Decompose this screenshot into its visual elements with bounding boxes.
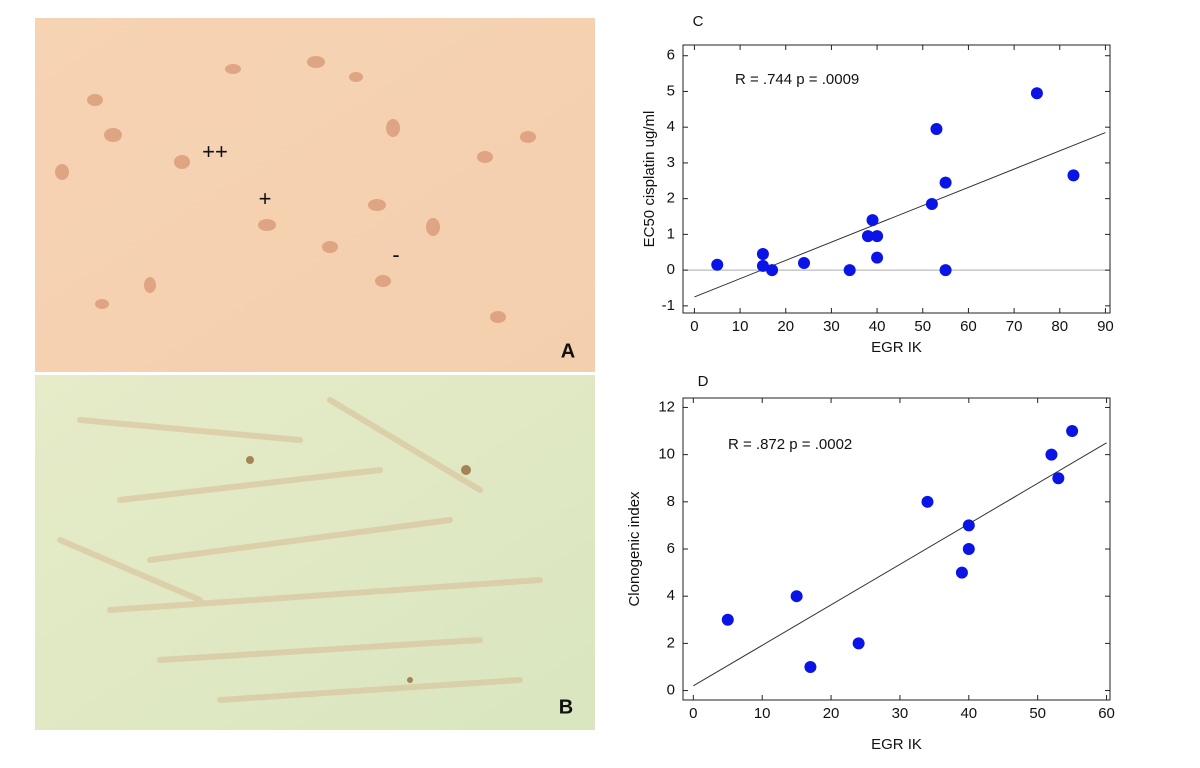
point: [711, 258, 724, 271]
x-tick-label: 20: [777, 318, 794, 335]
y-tick-label: 2: [667, 634, 675, 651]
x-tick-label: 30: [892, 705, 909, 722]
point: [921, 495, 934, 508]
x-tick-label: 10: [754, 705, 771, 722]
y-tick-label: 1: [667, 225, 675, 242]
point: [1045, 448, 1058, 461]
x-tick-label: 50: [914, 318, 931, 335]
y-axis-label: EC50 cisplatin ug/ml: [641, 111, 658, 248]
x-tick-label: 40: [869, 318, 886, 335]
point: [790, 590, 803, 603]
x-axis-label: EGR IK: [871, 736, 922, 753]
y-tick-label: 12: [658, 398, 675, 415]
panel-label: B: [559, 696, 573, 718]
point: [1066, 425, 1079, 438]
trend-line: [693, 442, 1107, 687]
y-tick-label: 8: [667, 493, 675, 510]
point: [962, 519, 975, 532]
y-tick-label: 0: [667, 261, 675, 278]
point: [798, 256, 811, 269]
point: [861, 230, 874, 243]
x-tick-label: 0: [690, 318, 698, 335]
point: [939, 176, 952, 189]
point: [1030, 87, 1043, 100]
panel-label: A: [561, 340, 575, 362]
point: [866, 214, 879, 227]
cell-annotation: -: [392, 242, 399, 267]
point: [721, 613, 734, 626]
point: [766, 264, 779, 277]
cell-annotation: +: [259, 186, 272, 211]
y-tick-label: 2: [667, 190, 675, 207]
annotation: R = .744 p = .0009: [735, 71, 859, 88]
x-tick-label: 60: [1098, 705, 1115, 722]
point: [962, 543, 975, 555]
point: [1052, 472, 1065, 485]
point: [925, 198, 938, 211]
point: [955, 566, 968, 579]
y-tick-label: 10: [658, 446, 675, 463]
y-axis-label: Clonogenic index: [626, 491, 643, 607]
y-tick-label: 5: [667, 82, 675, 99]
x-tick-label: 70: [1006, 318, 1023, 335]
x-tick-label: 50: [1029, 705, 1046, 722]
x-tick-label: 0: [689, 705, 697, 722]
x-tick-label: 80: [1051, 318, 1068, 335]
x-tick-label: 30: [823, 318, 840, 335]
y-tick-label: 6: [667, 540, 675, 557]
x-tick-label: 40: [960, 705, 977, 722]
x-tick-label: 10: [732, 318, 749, 335]
point: [939, 264, 952, 277]
plot-frame: [682, 44, 1111, 314]
cell-annotation: ++: [202, 139, 228, 164]
x-tick-label: 90: [1097, 318, 1114, 335]
y-tick-label: 0: [667, 682, 675, 699]
point: [756, 259, 769, 272]
y-tick-label: 3: [667, 154, 675, 171]
annotation: R = .872 p = .0002: [728, 436, 852, 453]
x-tick-label: 60: [960, 318, 977, 335]
panel-label: D: [698, 373, 709, 390]
micrograph-b: [35, 375, 595, 730]
point: [930, 122, 943, 135]
y-tick-label: -1: [662, 297, 675, 314]
y-tick-label: 4: [667, 587, 675, 604]
trend-line: [694, 132, 1106, 298]
y-tick-label: 4: [667, 118, 675, 135]
point: [756, 248, 769, 261]
point: [843, 264, 856, 277]
micrograph-a: [35, 18, 595, 372]
point: [852, 637, 865, 650]
point: [871, 230, 884, 243]
panel-label: C: [693, 13, 704, 30]
point: [804, 660, 817, 673]
y-tick-label: 6: [667, 47, 675, 64]
x-tick-label: 20: [823, 705, 840, 722]
point: [871, 251, 884, 264]
x-axis-label: EGR IK: [871, 339, 922, 356]
point: [1067, 169, 1080, 182]
